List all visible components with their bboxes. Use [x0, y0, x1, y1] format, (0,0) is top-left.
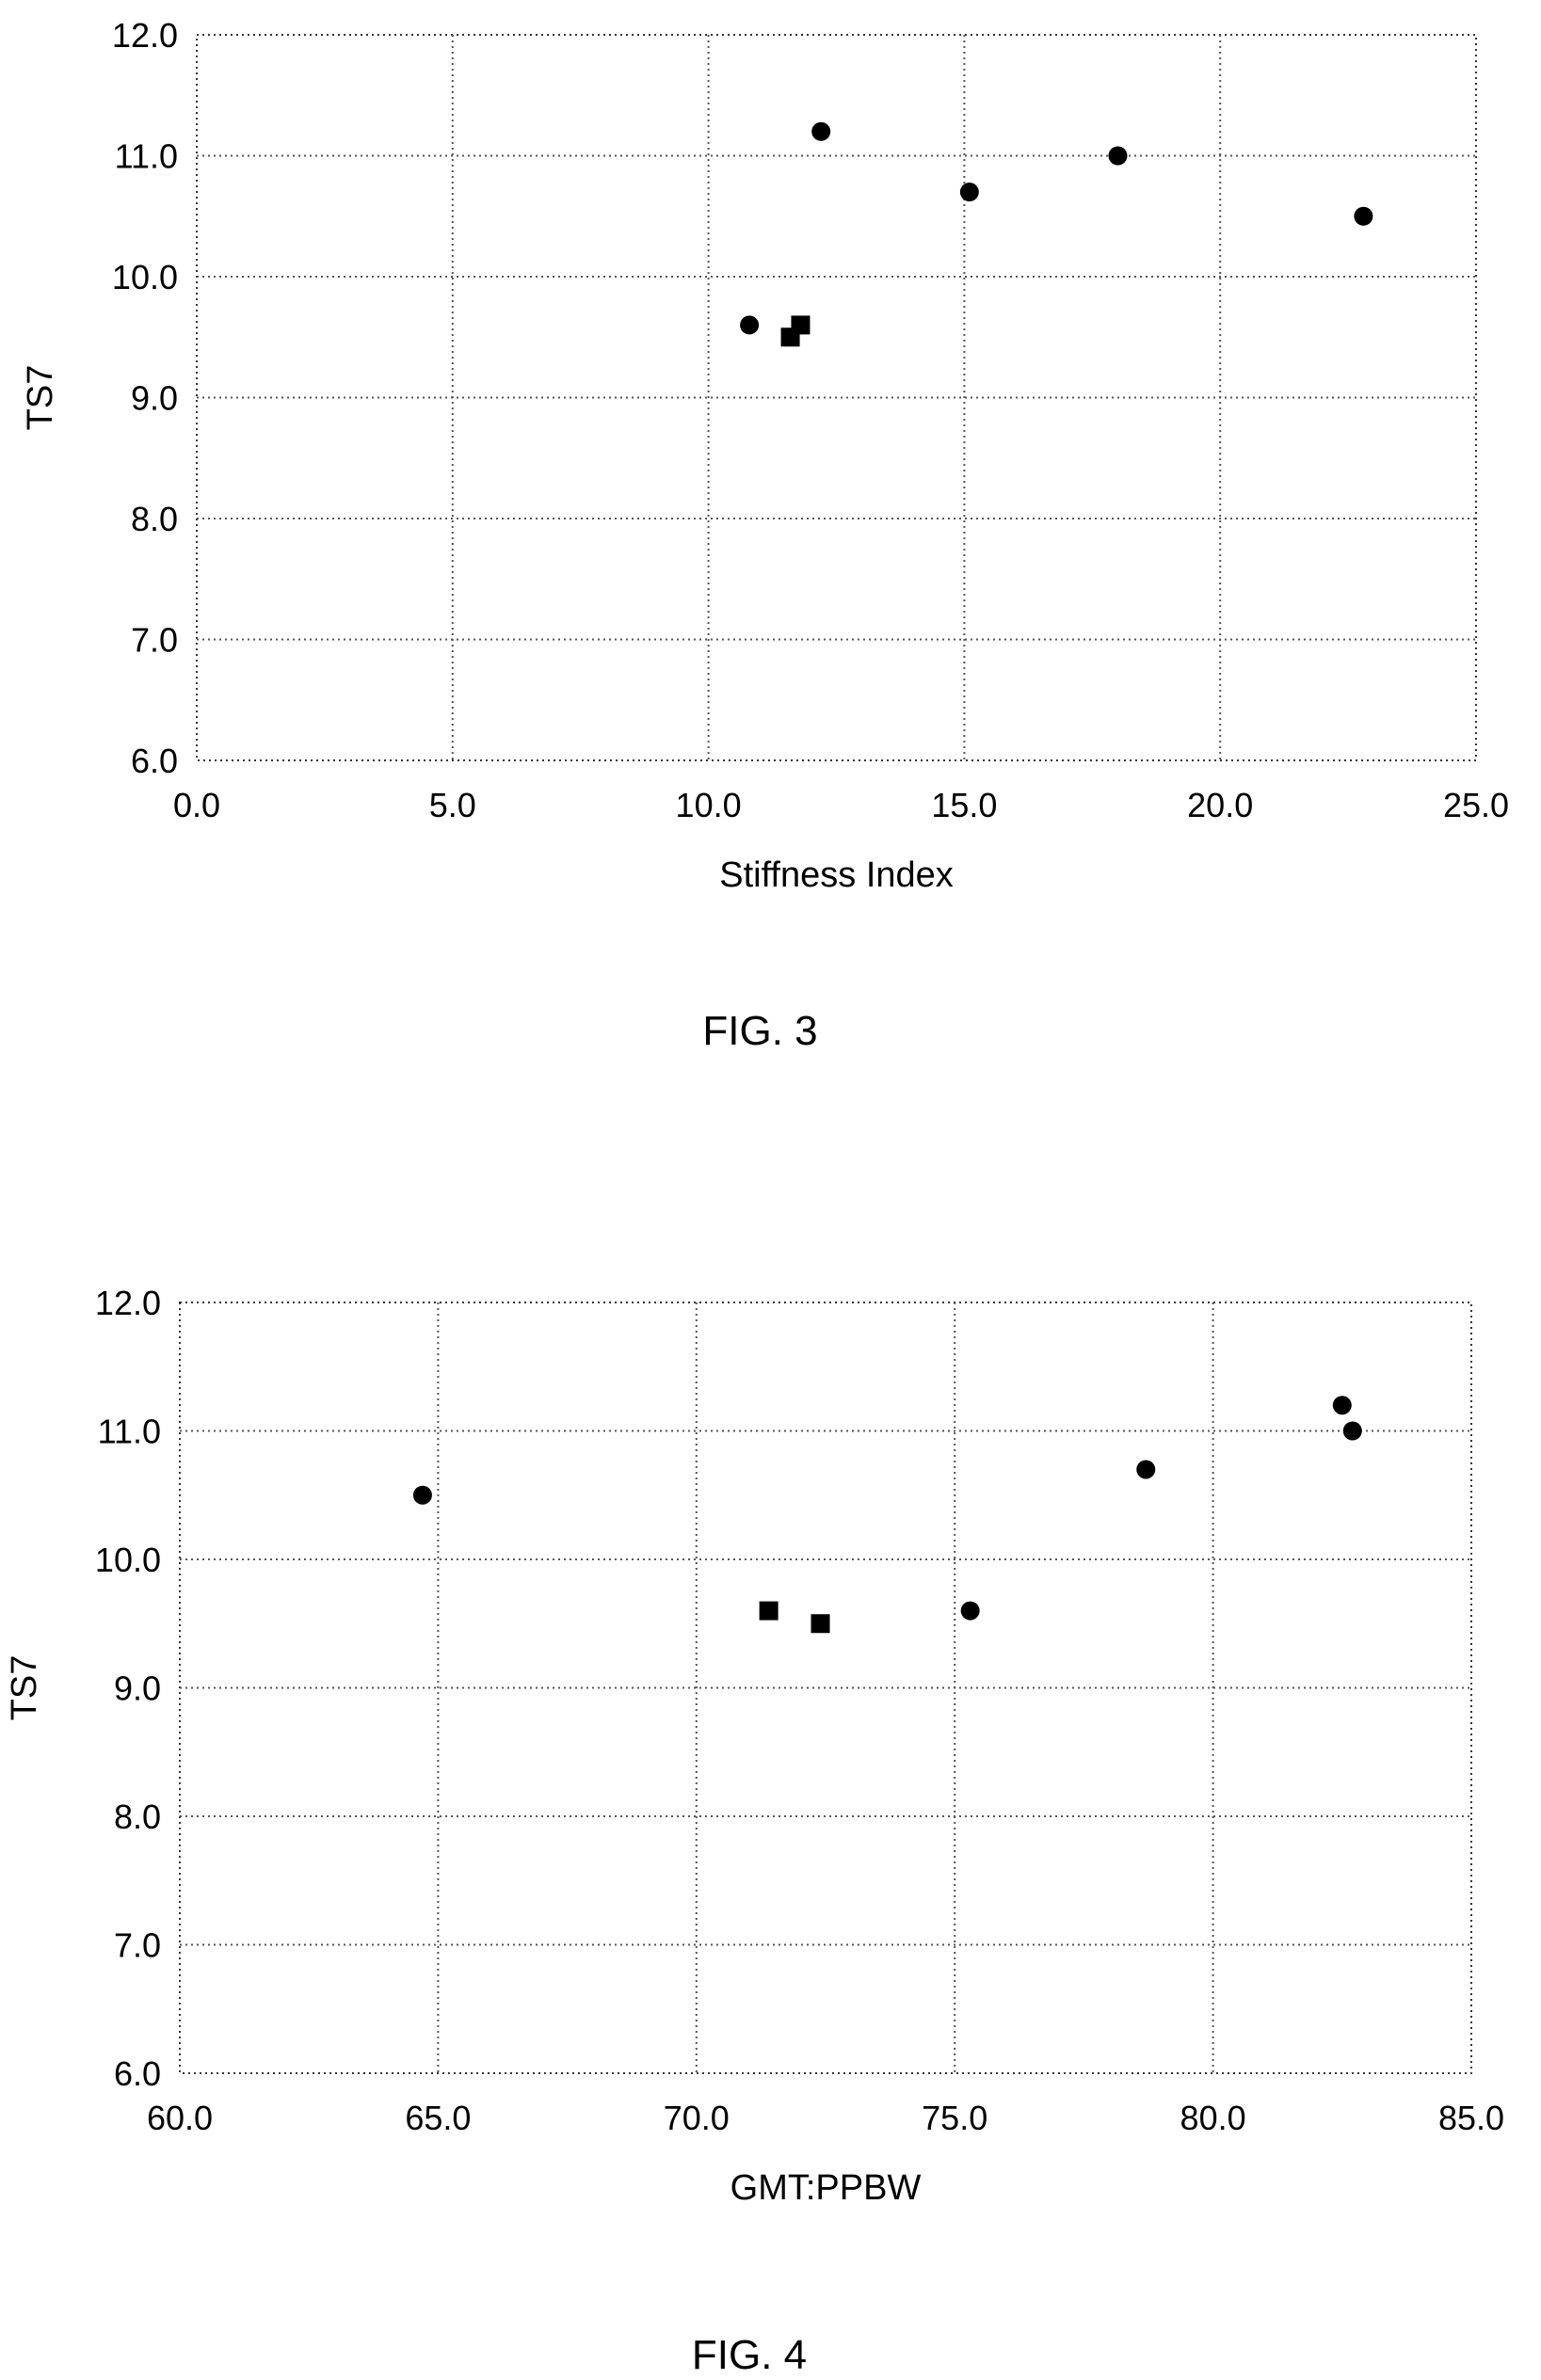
chart-fig-4: 60.0 65.0 70.0 75.0 80.0 85.0 6.0 7.0 8.0 9.0 10.0… [5, 1284, 1504, 2378]
data-point-circle [1354, 206, 1373, 226]
series-circle [740, 121, 1373, 335]
y-tick-label: 8.0 [114, 1797, 161, 1836]
y-axis-label: TS7 [21, 365, 60, 431]
data-point-square [759, 1601, 779, 1621]
data-point-circle [1332, 1396, 1352, 1415]
y-tick-label: 11.0 [115, 137, 178, 176]
y-tick-label: 12.0 [95, 1284, 161, 1322]
x-tick-label: 70.0 [664, 2099, 730, 2137]
x-tick-label: 0.0 [173, 786, 220, 824]
y-tick-label: 7.0 [114, 1926, 161, 1965]
data-point-square [811, 1614, 830, 1634]
x-axis-label: GMT:PPBW [730, 2168, 922, 2208]
y-tick-label: 6.0 [114, 2054, 161, 2093]
x-tick-label: 20.0 [1187, 786, 1253, 824]
y-tick-label: 7.0 [131, 621, 178, 660]
x-tick-label: 65.0 [405, 2099, 471, 2137]
y-tick-label: 8.0 [131, 500, 178, 538]
x-tick-label: 85.0 [1438, 2099, 1504, 2137]
y-tick-label: 6.0 [131, 742, 178, 780]
y-tick-label: 10.0 [95, 1541, 161, 1579]
y-tick-label: 12.0 [112, 16, 178, 55]
x-tick-label: 15.0 [931, 786, 997, 824]
y-tick-label: 9.0 [131, 379, 178, 418]
data-point-square [791, 315, 811, 335]
data-point-circle [412, 1485, 432, 1505]
x-tick-label: 5.0 [429, 786, 476, 824]
y-tick-label: 10.0 [112, 258, 178, 296]
y-tick-label: 9.0 [114, 1669, 161, 1708]
x-tick-label: 10.0 [676, 786, 742, 824]
y-axis-label: TS7 [5, 1655, 44, 1721]
data-point-circle [960, 1601, 980, 1621]
data-point-circle [1108, 146, 1128, 166]
data-point-circle [811, 121, 831, 141]
x-axis-label: Stiffness Index [719, 855, 954, 895]
plot-area [196, 34, 1477, 761]
data-point-circle [1342, 1421, 1362, 1441]
figure-caption: FIG. 4 [692, 2332, 807, 2378]
data-point-circle [740, 315, 760, 335]
figure-caption: FIG. 3 [702, 1008, 817, 1054]
x-tick-label: 80.0 [1180, 2099, 1246, 2137]
y-tick-label: 11.0 [98, 1413, 161, 1451]
series-circle [412, 1396, 1362, 1621]
chart-fig-3: 0.0 5.0 10.0 15.0 20.0 25.0 6.0 7.0 8.0 9.0 10.0 11… [21, 16, 1509, 1054]
x-tick-label: 25.0 [1443, 786, 1509, 824]
data-point-circle [959, 183, 979, 202]
series-square [780, 315, 811, 347]
x-tick-label: 60.0 [147, 2099, 213, 2137]
x-tick-label: 75.0 [922, 2099, 987, 2137]
data-point-circle [1136, 1460, 1156, 1479]
series-square [759, 1601, 830, 1634]
